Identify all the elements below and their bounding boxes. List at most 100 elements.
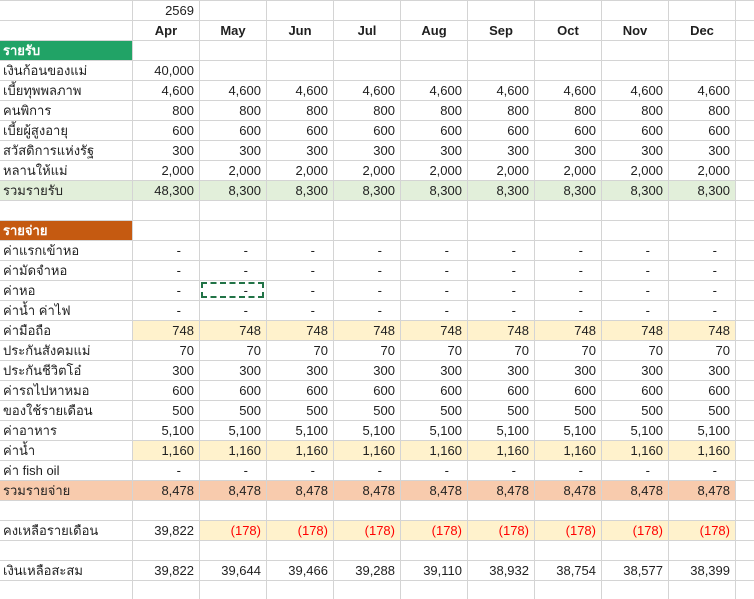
selected-cell-marquee[interactable]: - bbox=[200, 281, 267, 301]
cell[interactable] bbox=[669, 581, 736, 599]
cell[interactable]: - bbox=[602, 301, 669, 321]
row-label[interactable]: ค่ามัดจำหอ bbox=[0, 261, 133, 281]
cell[interactable]: 2,000 bbox=[602, 161, 669, 181]
cell[interactable]: (178) bbox=[200, 521, 267, 541]
cell[interactable]: 38,932 bbox=[468, 561, 535, 581]
cell[interactable] bbox=[267, 581, 334, 599]
cell[interactable]: 800 bbox=[602, 101, 669, 121]
cell[interactable] bbox=[535, 61, 602, 81]
cell[interactable]: - bbox=[200, 301, 267, 321]
cell[interactable]: 8,478 bbox=[267, 481, 334, 501]
cell[interactable]: 5,100 bbox=[267, 421, 334, 441]
cell[interactable] bbox=[535, 501, 602, 521]
column-header-sep[interactable]: Sep bbox=[468, 21, 535, 41]
cell[interactable]: 70 bbox=[200, 341, 267, 361]
cell[interactable] bbox=[602, 61, 669, 81]
cell[interactable]: - bbox=[334, 461, 401, 481]
cell[interactable] bbox=[602, 1, 669, 21]
column-header-jun[interactable]: Jun bbox=[267, 21, 334, 41]
cell[interactable]: 800 bbox=[468, 101, 535, 121]
cell[interactable]: - bbox=[535, 261, 602, 281]
column-header-oct[interactable]: Oct bbox=[535, 21, 602, 41]
cell[interactable] bbox=[535, 41, 602, 61]
cell[interactable] bbox=[267, 541, 334, 561]
cell[interactable]: - bbox=[200, 461, 267, 481]
cell[interactable]: (178) bbox=[535, 521, 602, 541]
cell[interactable]: 500 bbox=[133, 401, 200, 421]
row-label[interactable]: เงินเหลือสะสม bbox=[0, 561, 133, 581]
cell[interactable]: 748 bbox=[535, 321, 602, 341]
cell[interactable]: 1,160 bbox=[133, 441, 200, 461]
cell[interactable]: 800 bbox=[133, 101, 200, 121]
cell[interactable]: - bbox=[401, 241, 468, 261]
cell[interactable]: - bbox=[401, 261, 468, 281]
row-label[interactable] bbox=[0, 581, 133, 599]
cell[interactable]: 500 bbox=[468, 401, 535, 421]
cell[interactable] bbox=[535, 201, 602, 221]
cell[interactable]: - bbox=[401, 281, 468, 301]
cell[interactable] bbox=[669, 501, 736, 521]
cell[interactable]: 1,160 bbox=[334, 441, 401, 461]
cell[interactable]: 1,160 bbox=[401, 441, 468, 461]
row-label[interactable]: เงินก้อนของแม่ bbox=[0, 61, 133, 81]
cell[interactable]: 5,100 bbox=[401, 421, 468, 441]
cell[interactable] bbox=[468, 221, 535, 241]
cell[interactable]: 300 bbox=[535, 141, 602, 161]
cell[interactable]: 600 bbox=[468, 121, 535, 141]
cell[interactable] bbox=[267, 221, 334, 241]
cell[interactable] bbox=[267, 201, 334, 221]
cell[interactable]: 300 bbox=[334, 361, 401, 381]
row-label[interactable]: ค่า fish oil bbox=[0, 461, 133, 481]
cell[interactable]: - bbox=[401, 461, 468, 481]
cell[interactable]: 300 bbox=[468, 141, 535, 161]
cell[interactable]: 4,600 bbox=[200, 81, 267, 101]
cell[interactable]: - bbox=[669, 461, 736, 481]
cell[interactable]: 5,100 bbox=[334, 421, 401, 441]
cell[interactable]: 300 bbox=[133, 141, 200, 161]
cell[interactable] bbox=[468, 201, 535, 221]
cell[interactable] bbox=[401, 501, 468, 521]
row-label[interactable] bbox=[0, 201, 133, 221]
cell[interactable] bbox=[602, 41, 669, 61]
cell[interactable]: 4,600 bbox=[535, 81, 602, 101]
cell[interactable]: 70 bbox=[468, 341, 535, 361]
row-label[interactable]: คนพิการ bbox=[0, 101, 133, 121]
cell[interactable] bbox=[468, 61, 535, 81]
cell[interactable]: 8,300 bbox=[267, 181, 334, 201]
row-label[interactable]: เบี้ยผู้สูงอายุ bbox=[0, 121, 133, 141]
cell[interactable]: - bbox=[200, 261, 267, 281]
cell[interactable]: - bbox=[334, 261, 401, 281]
cell[interactable]: (178) bbox=[401, 521, 468, 541]
cell[interactable]: (178) bbox=[468, 521, 535, 541]
cell[interactable] bbox=[133, 221, 200, 241]
cell[interactable]: 39,822 bbox=[133, 521, 200, 541]
row-label[interactable]: ของใช้รายเดือน bbox=[0, 401, 133, 421]
cell[interactable] bbox=[535, 1, 602, 21]
cell[interactable]: - bbox=[468, 281, 535, 301]
cell[interactable]: 8,478 bbox=[200, 481, 267, 501]
cell[interactable] bbox=[334, 1, 401, 21]
cell[interactable]: 70 bbox=[401, 341, 468, 361]
cell[interactable]: (178) bbox=[669, 521, 736, 541]
row-label[interactable] bbox=[0, 541, 133, 561]
column-header-aug[interactable]: Aug bbox=[401, 21, 468, 41]
cell[interactable]: - bbox=[468, 261, 535, 281]
cell[interactable] bbox=[401, 201, 468, 221]
cell[interactable]: 800 bbox=[669, 101, 736, 121]
cell[interactable]: 8,300 bbox=[602, 181, 669, 201]
cell[interactable]: 800 bbox=[334, 101, 401, 121]
cell[interactable]: - bbox=[401, 301, 468, 321]
cell[interactable]: 5,100 bbox=[133, 421, 200, 441]
cell[interactable] bbox=[401, 581, 468, 599]
row-label[interactable] bbox=[0, 21, 133, 41]
cell[interactable]: 1,160 bbox=[669, 441, 736, 461]
cell[interactable] bbox=[401, 221, 468, 241]
cell[interactable]: 300 bbox=[267, 361, 334, 381]
cell[interactable]: 500 bbox=[267, 401, 334, 421]
cell[interactable]: - bbox=[602, 281, 669, 301]
cell[interactable]: 8,300 bbox=[669, 181, 736, 201]
cell[interactable]: - bbox=[133, 301, 200, 321]
cell[interactable]: 5,100 bbox=[535, 421, 602, 441]
cell[interactable]: 600 bbox=[401, 121, 468, 141]
cell[interactable]: 600 bbox=[200, 121, 267, 141]
